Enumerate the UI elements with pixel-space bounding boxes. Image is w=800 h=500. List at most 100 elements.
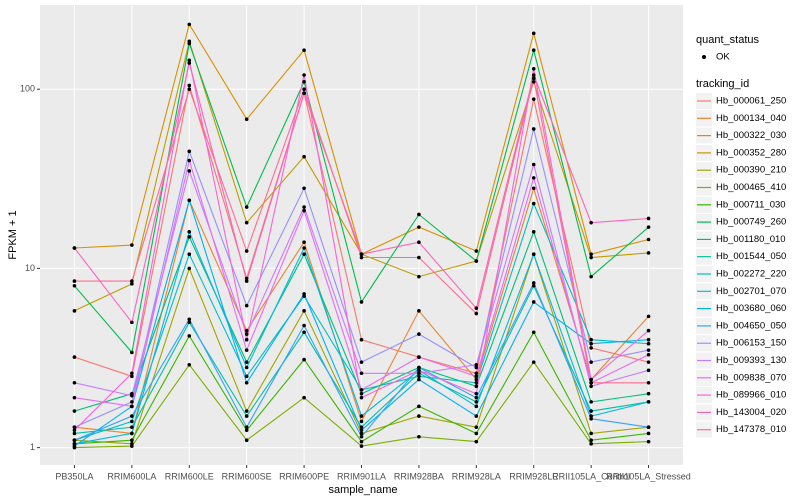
point — [187, 252, 192, 257]
point — [72, 438, 77, 443]
x-tick-label: RRIM928LE — [509, 471, 558, 481]
point — [474, 391, 479, 396]
x-tick-label: RRIM600SE — [222, 471, 272, 481]
point — [646, 314, 651, 319]
point — [589, 409, 593, 413]
point — [474, 400, 479, 404]
point — [531, 31, 536, 36]
legend-label: Hb_003680_060 — [716, 303, 786, 314]
point — [187, 334, 192, 338]
point — [589, 360, 593, 364]
point — [244, 117, 249, 122]
point — [359, 388, 364, 392]
point — [474, 381, 479, 385]
point — [646, 400, 651, 404]
point — [244, 332, 249, 336]
point — [474, 374, 479, 379]
point — [589, 346, 593, 350]
point — [302, 205, 306, 209]
point — [72, 283, 77, 288]
point — [72, 246, 77, 250]
legend-label: Hb_000322_030 — [716, 130, 786, 141]
point — [302, 154, 306, 159]
point — [589, 414, 593, 418]
point — [589, 341, 593, 346]
point — [187, 266, 192, 271]
point — [417, 374, 421, 379]
point — [417, 404, 421, 409]
point — [187, 362, 192, 367]
legend-label: Hb_147378_010 — [716, 424, 786, 435]
point — [130, 279, 134, 283]
point — [72, 381, 77, 385]
legend-label: Hb_002701_070 — [716, 286, 786, 297]
point — [474, 384, 479, 389]
point — [531, 283, 536, 288]
point — [417, 240, 421, 245]
point — [646, 352, 651, 357]
point — [130, 400, 134, 404]
point — [589, 416, 593, 421]
point — [72, 279, 77, 283]
point — [417, 377, 421, 382]
point — [646, 360, 651, 364]
point — [531, 79, 536, 84]
point — [531, 97, 536, 101]
point — [130, 374, 134, 379]
point — [359, 431, 364, 436]
point — [187, 58, 192, 63]
point — [417, 434, 421, 439]
point — [589, 431, 593, 436]
point — [244, 279, 249, 283]
point — [531, 162, 536, 167]
point — [531, 252, 536, 257]
point — [244, 374, 249, 379]
point — [302, 323, 306, 328]
legend-label: Hb_000465_410 — [716, 182, 786, 193]
point — [187, 235, 192, 239]
point — [130, 438, 134, 443]
point — [531, 300, 536, 304]
point — [244, 360, 249, 364]
point — [417, 309, 421, 313]
point — [474, 365, 479, 370]
point — [531, 73, 536, 77]
point — [130, 282, 134, 286]
x-tick-label: RRIM600PE — [279, 471, 329, 481]
point — [531, 330, 536, 335]
legend-label: Hb_000749_260 — [716, 217, 786, 228]
y-tick-label: 100 — [20, 84, 35, 94]
point — [244, 425, 249, 430]
point — [531, 230, 536, 234]
point — [646, 328, 651, 333]
point — [302, 73, 306, 77]
point — [646, 348, 651, 352]
point — [474, 414, 479, 418]
point — [646, 337, 651, 342]
point — [359, 300, 364, 304]
point — [302, 357, 306, 362]
point — [244, 220, 249, 225]
point — [359, 444, 364, 448]
point — [474, 439, 479, 444]
point — [130, 431, 134, 436]
point — [130, 425, 134, 430]
point — [417, 255, 421, 260]
point — [130, 371, 134, 376]
point — [302, 309, 306, 313]
point — [244, 381, 249, 385]
point — [72, 309, 77, 313]
x-tick-label: RRIM600LE — [165, 471, 214, 481]
point — [187, 317, 192, 322]
point — [589, 384, 593, 389]
legend-label: OK — [716, 52, 730, 63]
point — [359, 395, 364, 400]
point — [359, 425, 364, 430]
legend-symbol — [702, 55, 706, 59]
point — [187, 41, 192, 46]
legend-label: Hb_143004_020 — [716, 407, 786, 418]
point — [244, 428, 249, 433]
point — [244, 365, 249, 370]
point — [474, 249, 479, 253]
point — [646, 251, 651, 255]
